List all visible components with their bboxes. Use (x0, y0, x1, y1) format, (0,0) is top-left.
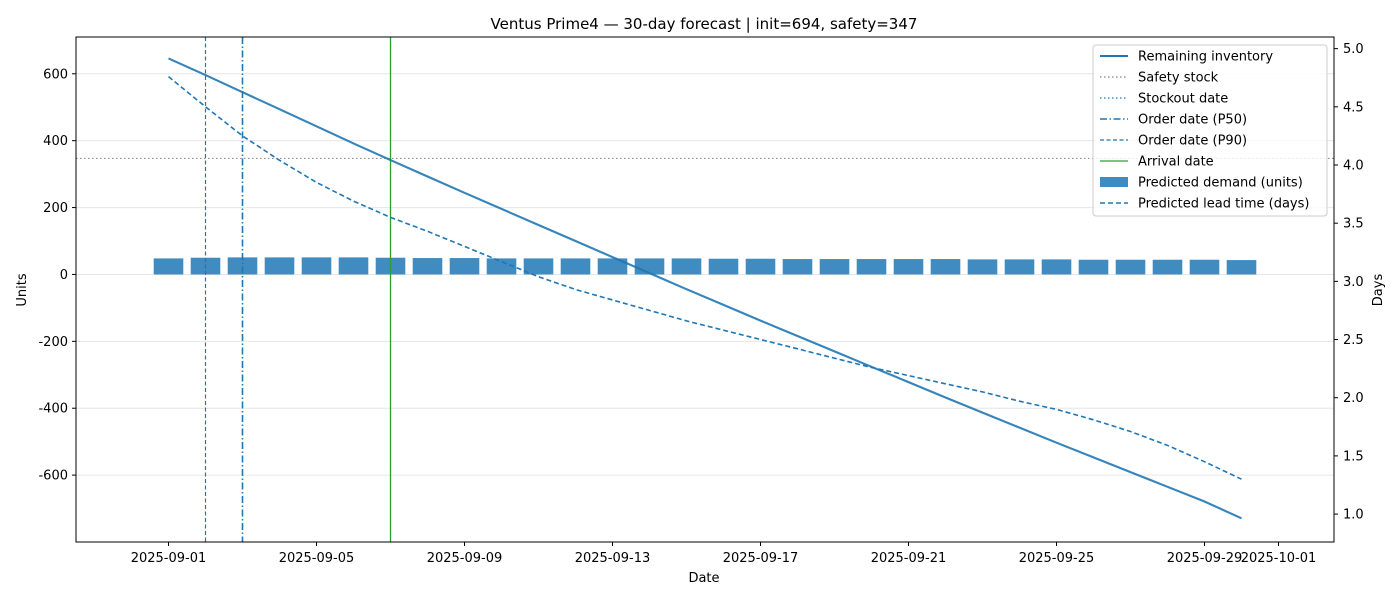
x-tick-label: 2025-09-09 (427, 551, 503, 566)
demand-bar (523, 258, 554, 275)
demand-bars (153, 257, 1257, 275)
y-axis-label: Units (15, 273, 30, 306)
legend-label: Stockout date (1138, 92, 1228, 107)
demand-bar (153, 258, 184, 275)
legend-label: Predicted lead time (days) (1138, 197, 1309, 212)
demand-bar (893, 259, 924, 275)
demand-bar (597, 258, 628, 275)
demand-bar (671, 258, 702, 275)
x-tick-label: 2025-09-29 (1167, 551, 1243, 566)
y-tick-label: 200 (43, 201, 68, 216)
demand-bar (819, 259, 850, 275)
lead-time-line (167, 75, 1242, 480)
demand-bar (301, 257, 332, 275)
legend-label: Safety stock (1138, 71, 1219, 86)
demand-bar (1152, 259, 1183, 275)
x-tick-label: 2025-09-17 (723, 551, 799, 566)
demand-bar (338, 257, 369, 275)
demand-bar (264, 257, 295, 275)
demand-bar (708, 258, 739, 275)
y-tick-label: 0 (60, 268, 68, 283)
demand-bar (1041, 259, 1072, 275)
demand-bar (930, 259, 961, 275)
y2-axis-label: Days (1371, 274, 1386, 307)
demand-bar (967, 259, 998, 275)
demand-bar (782, 259, 813, 275)
legend-label: Arrival date (1138, 155, 1214, 170)
x-tick-label: 2025-09-25 (1019, 551, 1095, 566)
demand-bar (856, 259, 887, 275)
x-tick-label: 2025-09-13 (575, 551, 651, 566)
demand-bar (227, 257, 258, 275)
y2-tick-label: 2.0 (1343, 391, 1364, 406)
y2-tick-label: 4.5 (1343, 100, 1364, 115)
y-axis-right: 5.0 4.5 4.0 3.5 3.0 2.5 2.0 1.5 1.0 (1334, 42, 1364, 523)
y2-tick-label: 2.5 (1343, 333, 1364, 348)
demand-bar (1226, 260, 1257, 275)
y2-tick-label: 5.0 (1343, 42, 1364, 57)
series-lines (167, 57, 1242, 520)
x-tick-label: 2025-09-01 (131, 551, 207, 566)
y2-tick-label: 3.5 (1343, 217, 1364, 232)
demand-bar (449, 258, 480, 275)
x-axis-label: Date (688, 571, 719, 586)
y2-tick-label: 3.0 (1343, 275, 1364, 290)
x-tick-label: 2025-09-21 (871, 551, 947, 566)
demand-bar (486, 258, 517, 275)
inventory-line (168, 57, 1242, 520)
y-tick-label: 400 (43, 134, 68, 149)
x-axis: 2025-09-01 2025-09-05 2025-09-09 2025-09-13… (131, 542, 1317, 566)
y-tick-label: -200 (38, 335, 68, 350)
plot-frame (75, 36, 1335, 543)
demand-bar (745, 258, 776, 275)
legend-label: Order date (P50) (1138, 113, 1247, 128)
demand-bar (1004, 259, 1035, 275)
legend: Remaining inventory Safety stock Stockout … (1092, 44, 1328, 217)
y2-tick-label: 1.0 (1343, 508, 1364, 523)
x-tick-label: 2025-10-01 (1241, 551, 1317, 566)
y-tick-label: -600 (38, 469, 68, 484)
legend-label: Order date (P90) (1138, 134, 1247, 149)
demand-bar (1189, 259, 1220, 275)
x-tick-label: 2025-09-05 (279, 551, 355, 566)
y-tick-label: 600 (43, 67, 68, 82)
y2-tick-label: 1.5 (1343, 449, 1364, 464)
demand-bar (412, 258, 443, 275)
legend-box (1092, 44, 1328, 217)
chart-title: Ventus Prime4 — 30-day forecast | init=6… (491, 15, 918, 33)
demand-bar (1078, 259, 1109, 275)
y-axis-left: 600 400 200 0 -200 -400 -600 (38, 67, 76, 484)
legend-swatch (1100, 177, 1128, 187)
y-tick-label: -400 (38, 402, 68, 417)
y2-tick-label: 4.0 (1343, 158, 1364, 173)
demand-bar (1115, 259, 1146, 275)
legend-label: Remaining inventory (1138, 50, 1273, 65)
legend-label: Predicted demand (units) (1138, 176, 1303, 191)
demand-bar (560, 258, 591, 275)
